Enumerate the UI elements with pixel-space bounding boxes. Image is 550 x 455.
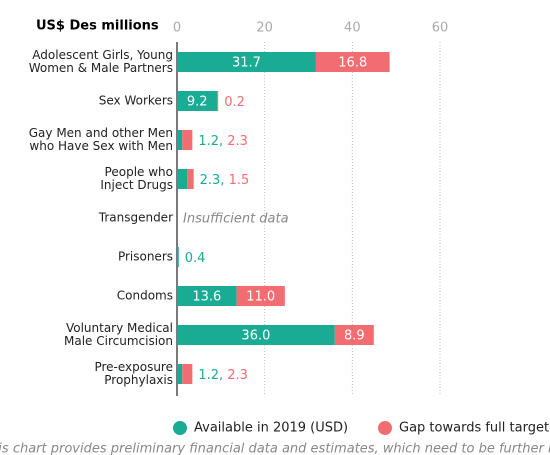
value-label: 11.0 [246, 290, 275, 305]
separator: , [219, 134, 227, 149]
bar [177, 325, 335, 345]
x-tick-label: 60 [432, 21, 449, 36]
category-label: Adolescent Girls, Young Women & Male Par… [28, 48, 173, 75]
separator: , [219, 368, 227, 383]
bar [177, 364, 183, 384]
bar [182, 130, 193, 150]
value-label: 1.2, 2.3 [198, 134, 248, 149]
bar [315, 52, 390, 72]
value-label-part: 0.2 [224, 95, 245, 110]
bar [177, 169, 188, 189]
legend-swatch [378, 421, 392, 435]
category-label: People who Inject Drugs [100, 165, 173, 192]
value-label: 1.2, 2.3 [198, 368, 248, 383]
category-label: Voluntary Medical Male Circumcision [64, 321, 173, 348]
legend-label: Gap towards full target [399, 421, 549, 436]
chart-title: US$ Des millions [36, 19, 159, 34]
value-label: 9.2 [187, 95, 208, 110]
value-label: 13.6 [192, 290, 221, 305]
bar [236, 286, 285, 306]
value-label: 0.2 [224, 95, 245, 110]
legend-label: Available in 2019 (USD) [194, 421, 348, 436]
value-label: 8.9 [344, 329, 365, 344]
value-label-part: 2.3 [200, 173, 221, 188]
value-label-part: 1.2 [198, 368, 219, 383]
category-label: Condoms [116, 288, 173, 303]
bar [217, 91, 219, 111]
value-label-part: 1.5 [229, 173, 250, 188]
x-tick-label: 40 [344, 21, 361, 36]
bar [177, 130, 183, 150]
value-label-part: 2.3 [227, 368, 248, 383]
value-label-part: 1.2 [198, 134, 219, 149]
category-label: Transgender [98, 210, 173, 225]
category-label: Sex Workers [98, 93, 173, 108]
bar [177, 91, 218, 111]
value-label: 16.8 [338, 56, 367, 71]
annotation: Insufficient data [183, 212, 289, 227]
separator: , [220, 173, 228, 188]
value-label: 31.7 [232, 56, 261, 71]
category-label: Gay Men and other Men who Have Sex with … [28, 126, 173, 153]
bar [182, 364, 193, 384]
value-label: 0.4 [185, 251, 206, 266]
value-label-part: 2.3 [227, 134, 248, 149]
x-tick-label: 0 [173, 21, 181, 36]
legend-swatch [173, 421, 187, 435]
value-label: 36.0 [241, 329, 270, 344]
bar [177, 247, 179, 267]
footnote: This chart provides preliminary financia… [0, 442, 550, 455]
category-label: Pre-exposure Prophylaxis [94, 360, 173, 387]
x-tick-label: 20 [256, 21, 273, 36]
bar [334, 325, 374, 345]
bar [187, 169, 194, 189]
category-label: Prisoners [117, 249, 173, 264]
bar [177, 286, 237, 306]
bar [177, 52, 316, 72]
value-label-part: 0.4 [185, 251, 206, 266]
value-label: 2.3, 1.5 [200, 173, 250, 188]
